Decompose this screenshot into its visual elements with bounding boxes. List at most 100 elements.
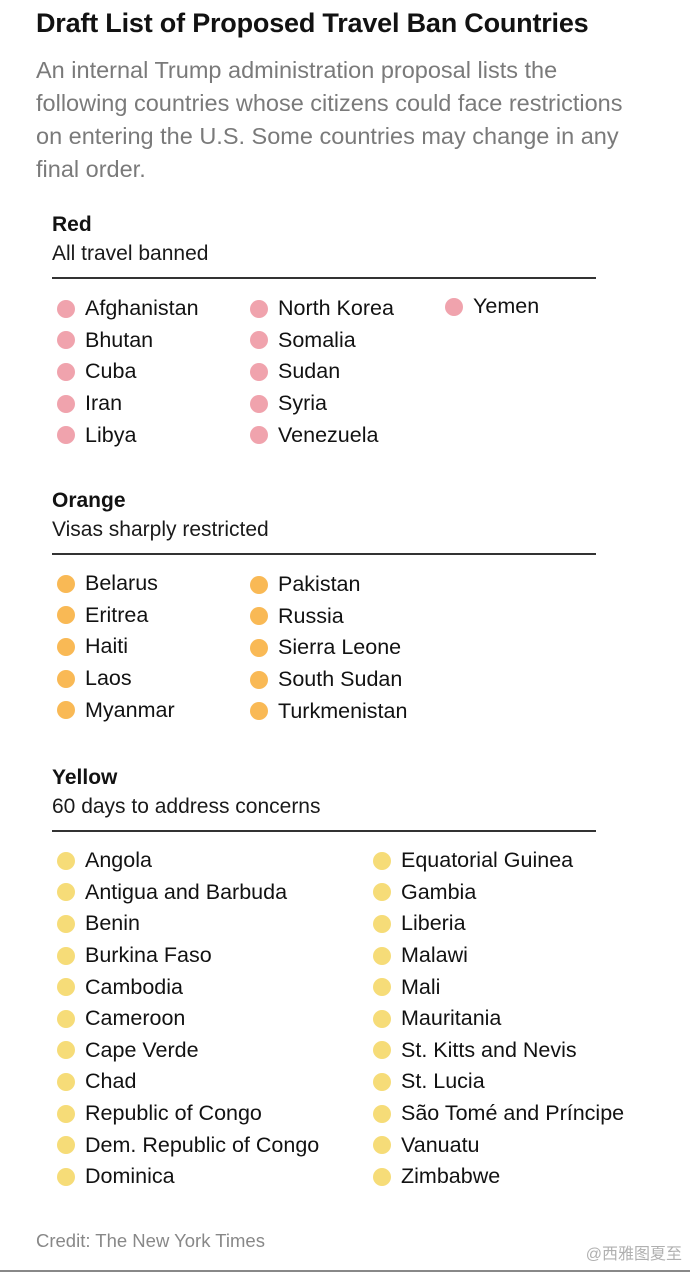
- country-item: Venezuela: [245, 419, 394, 451]
- country-item: Yemen: [440, 291, 539, 323]
- country-item: Antigua and Barbuda: [52, 877, 319, 909]
- country-item: Afghanistan: [52, 293, 199, 325]
- country-name: Syria: [278, 391, 327, 416]
- section-subtitle: Visas sharply restricted: [52, 518, 269, 541]
- bullet-dot-icon: [57, 978, 75, 997]
- bullet-dot-icon: [57, 299, 75, 318]
- country-item: Syria: [245, 388, 394, 420]
- section-red: Red All travel banned Afghanistan Bhutan C…: [52, 211, 596, 453]
- country-item: Cuba: [52, 356, 199, 388]
- country-name: Vanuatu: [401, 1132, 480, 1157]
- country-item: Libya: [52, 419, 199, 451]
- watermark: @西雅图夏至: [585, 1246, 682, 1263]
- country-item: Equatorial Guinea: [368, 845, 624, 877]
- country-item: Cape Verde: [52, 1035, 319, 1067]
- bullet-dot-icon: [250, 394, 268, 413]
- country-name: Mali: [401, 974, 441, 999]
- country-item: Dominica: [52, 1161, 319, 1193]
- country-name: Dominica: [85, 1164, 175, 1189]
- country-item: St. Lucia: [368, 1066, 624, 1098]
- bullet-dot-icon: [250, 638, 268, 657]
- country-item: Vanuatu: [368, 1129, 624, 1161]
- country-item: Turkmenistan: [245, 695, 407, 727]
- bullet-dot-icon: [373, 851, 391, 870]
- bullet-dot-icon: [57, 426, 75, 445]
- bullet-dot-icon: [250, 607, 268, 626]
- bullet-dot-icon: [373, 1009, 391, 1028]
- country-item: Sudan: [245, 356, 394, 388]
- country-name: Eritrea: [85, 602, 149, 627]
- country-name: Cameroon: [85, 1006, 186, 1031]
- country-columns: Angola Antigua and Barbuda Benin Burkina Fa…: [52, 845, 624, 1195]
- country-name: Venezuela: [278, 422, 379, 447]
- country-name: Angola: [85, 848, 152, 873]
- bullet-dot-icon: [57, 883, 75, 902]
- country-name: Afghanistan: [85, 296, 199, 321]
- bullet-dot-icon: [373, 883, 391, 902]
- country-name: Sudan: [278, 359, 341, 384]
- country-name: Laos: [85, 666, 132, 691]
- country-columns: Afghanistan Bhutan Cuba Iran Libya North Kor…: [52, 293, 596, 453]
- bullet-dot-icon: [250, 426, 268, 445]
- bullet-dot-icon: [250, 575, 268, 594]
- bullet-dot-icon: [57, 1167, 75, 1186]
- page-description: An internal Trump administration proposa…: [36, 57, 623, 182]
- country-name: South Sudan: [278, 667, 403, 692]
- bullet-dot-icon: [57, 851, 75, 870]
- country-name: Russia: [278, 603, 344, 628]
- country-name: Chad: [85, 1069, 137, 1094]
- country-name: Belarus: [85, 571, 158, 596]
- country-name: Gambia: [401, 879, 477, 904]
- country-name: St. Lucia: [401, 1069, 485, 1094]
- credit-line: Credit: The New York Times: [36, 1230, 265, 1251]
- bullet-dot-icon: [57, 669, 75, 688]
- country-name: Libya: [85, 422, 137, 447]
- bullet-dot-icon: [250, 331, 268, 350]
- country-name: Liberia: [401, 911, 466, 936]
- country-name: St. Kitts and Nevis: [401, 1037, 577, 1062]
- country-name: Turkmenistan: [278, 698, 408, 723]
- country-item: Russia: [245, 601, 407, 633]
- country-item: Zimbabwe: [368, 1161, 624, 1193]
- country-item: South Sudan: [245, 664, 407, 696]
- country-item: Pakistan: [245, 569, 407, 601]
- section-divider: [52, 553, 596, 555]
- bullet-dot-icon: [57, 946, 75, 965]
- bullet-dot-icon: [57, 701, 75, 720]
- section-orange: Orange Visas sharply restricted Belarus E…: [52, 487, 596, 728]
- section-yellow: Yellow 60 days to address concerns Angol…: [52, 764, 624, 1195]
- country-item: Bhutan: [52, 325, 199, 357]
- country-name: Iran: [85, 391, 123, 416]
- country-name: Bhutan: [85, 327, 154, 352]
- country-item: North Korea: [245, 293, 394, 325]
- bullet-dot-icon: [57, 1009, 75, 1028]
- bullet-dot-icon: [373, 1104, 391, 1123]
- country-name: Dem. Republic of Congo: [85, 1132, 320, 1157]
- country-item: Myanmar: [52, 694, 175, 726]
- country-item: Angola: [52, 845, 319, 877]
- bullet-dot-icon: [57, 1041, 75, 1060]
- country-name: Malawi: [401, 943, 468, 968]
- country-item: Laos: [52, 663, 175, 695]
- bullet-dot-icon: [57, 1136, 75, 1155]
- country-name: Cuba: [85, 359, 137, 384]
- country-item: Mauritania: [368, 1003, 624, 1035]
- country-item: St. Kitts and Nevis: [368, 1035, 624, 1067]
- country-item: Sierra Leone: [245, 632, 407, 664]
- section-divider: [52, 830, 596, 832]
- bullet-dot-icon: [250, 670, 268, 689]
- bullet-dot-icon: [373, 1072, 391, 1091]
- bullet-dot-icon: [57, 606, 75, 625]
- bullet-dot-icon: [57, 574, 75, 593]
- country-name: Myanmar: [85, 697, 175, 722]
- country-name: Cape Verde: [85, 1037, 199, 1062]
- country-name: North Korea: [278, 296, 394, 321]
- bullet-dot-icon: [373, 914, 391, 933]
- bullet-dot-icon: [57, 331, 75, 350]
- bullet-dot-icon: [250, 299, 268, 318]
- country-item: Belarus: [52, 568, 175, 600]
- bullet-dot-icon: [373, 946, 391, 965]
- country-item: São Tomé and Príncipe: [368, 1098, 624, 1130]
- country-item: Dem. Republic of Congo: [52, 1129, 319, 1161]
- country-item: Gambia: [368, 877, 624, 909]
